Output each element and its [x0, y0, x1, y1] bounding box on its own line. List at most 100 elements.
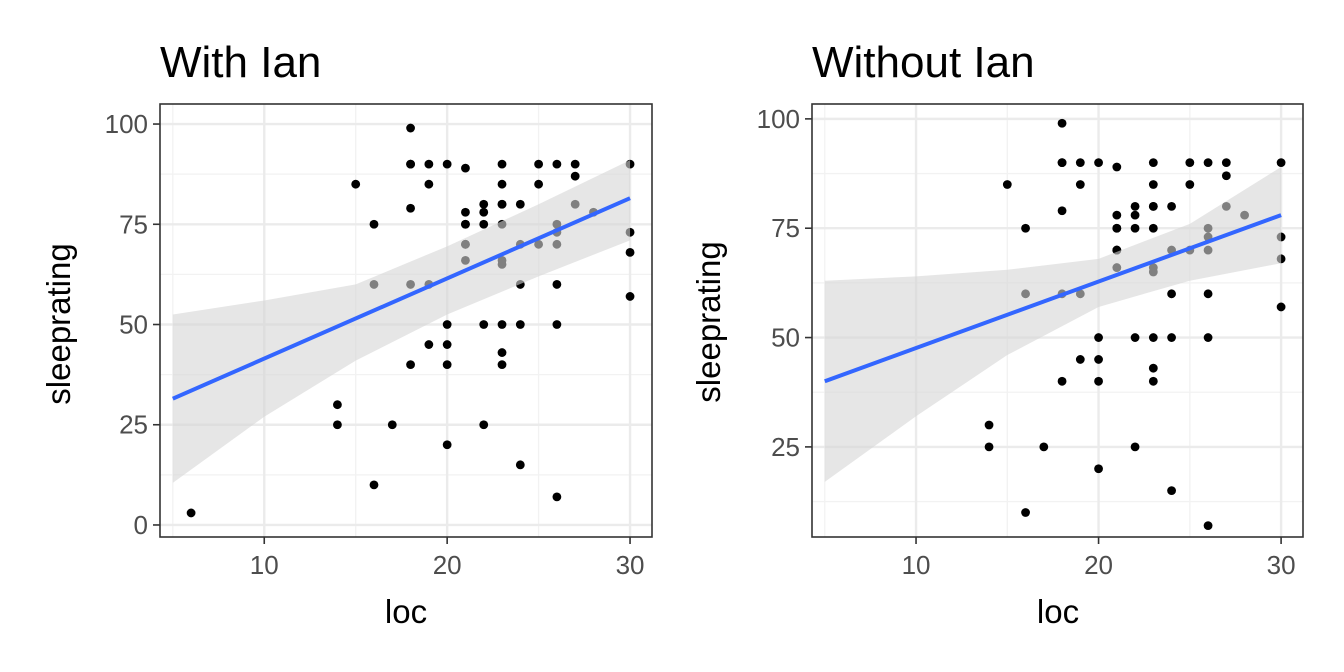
data-point: [1130, 333, 1140, 342]
y-tick-label: 100: [757, 104, 800, 134]
y-tick-label: 75: [771, 213, 800, 243]
data-point: [442, 340, 452, 349]
data-point: [442, 360, 452, 370]
y-tick-label: 25: [119, 410, 148, 440]
data-point: [984, 420, 994, 430]
data-point: [479, 199, 489, 209]
panel-without-ian: Without Ian loc sleeprating 10 20 30 25 50 75…: [690, 38, 1304, 630]
data-point: [1203, 289, 1213, 299]
data-point: [1276, 302, 1286, 312]
data-point: [1094, 355, 1103, 364]
data-point: [1075, 158, 1085, 168]
x-tick-label: 30: [616, 550, 645, 580]
y-axis-label: sleeprating: [690, 241, 727, 402]
data-point: [497, 360, 507, 370]
data-point: [424, 179, 434, 189]
data-point: [1167, 486, 1176, 496]
data-point: [369, 480, 379, 490]
data-point: [333, 400, 342, 410]
data-point: [351, 179, 361, 189]
data-point: [479, 207, 489, 217]
data-point: [1094, 376, 1103, 386]
data-point: [479, 320, 489, 329]
data-point: [1221, 171, 1231, 181]
data-point: [1130, 201, 1140, 211]
data-point: [1148, 180, 1158, 189]
data-point: [625, 247, 635, 257]
data-point: [1057, 158, 1067, 168]
data-point: [1021, 508, 1030, 517]
data-point: [406, 360, 415, 370]
data-point: [333, 420, 342, 430]
data-point: [479, 219, 489, 229]
data-point: [1148, 201, 1158, 211]
data-point: [552, 280, 562, 289]
data-point: [534, 179, 544, 189]
regression-line: [824, 213, 1282, 384]
regression-line: [171, 196, 631, 401]
data-point: [497, 348, 507, 357]
data-point: [515, 320, 525, 329]
data-point: [515, 460, 525, 470]
data-point: [1130, 223, 1140, 233]
data-point: [1276, 158, 1286, 168]
x-tick-label: 20: [433, 550, 462, 580]
data-point: [552, 492, 562, 502]
data-point: [570, 171, 580, 181]
data-point: [1203, 158, 1213, 168]
panel-title: With Ian: [160, 38, 321, 87]
data-point: [497, 320, 507, 329]
plot-area: [811, 103, 1304, 538]
x-tick-label: 10: [250, 550, 279, 580]
data-point: [1039, 442, 1049, 452]
data-point: [497, 179, 507, 189]
data-point: [1057, 118, 1067, 128]
x-axis-label: loc: [385, 593, 427, 630]
y-tick-label: 50: [119, 310, 148, 340]
data-point: [1203, 333, 1213, 342]
y-tick-label: 0: [134, 510, 148, 540]
y-tick-label: 75: [119, 209, 148, 239]
data-point: [1075, 180, 1085, 189]
data-point: [442, 320, 452, 329]
data-point: [625, 292, 635, 301]
data-point: [461, 219, 470, 229]
data-point: [461, 207, 470, 217]
panel-title: Without Ian: [812, 38, 1035, 87]
data-point: [1021, 223, 1030, 233]
data-point: [387, 420, 397, 430]
data-point: [1221, 158, 1231, 168]
plot-area: [159, 103, 653, 538]
data-point: [186, 508, 196, 518]
y-tick-label: 50: [771, 323, 800, 353]
data-point: [1112, 223, 1122, 233]
data-point: [406, 159, 415, 169]
x-tick-label: 30: [1267, 550, 1296, 580]
data-point: [406, 123, 415, 133]
data-point: [1094, 464, 1103, 474]
data-point: [534, 159, 544, 169]
data-point: [1057, 206, 1067, 216]
panel-border: [159, 103, 653, 538]
data-point: [1075, 355, 1085, 364]
data-point: [442, 440, 452, 450]
data-point: [461, 163, 470, 173]
data-point: [479, 420, 489, 430]
data-point: [1130, 210, 1140, 220]
data-point: [1112, 162, 1122, 172]
data-point: [1094, 333, 1103, 342]
data-point: [1148, 376, 1158, 386]
panel-border: [811, 103, 1304, 538]
data-point: [497, 159, 507, 169]
data-point: [552, 159, 562, 169]
y-axis-label: sleeprating: [40, 243, 77, 404]
data-point: [1167, 333, 1176, 342]
data-point: [1185, 180, 1195, 189]
x-tick-label: 10: [902, 550, 931, 580]
data-point: [1203, 521, 1213, 531]
data-point: [1148, 363, 1158, 373]
y-tick-label: 25: [771, 432, 800, 462]
confidence-ribbon: [172, 160, 631, 483]
data-point: [369, 219, 379, 229]
